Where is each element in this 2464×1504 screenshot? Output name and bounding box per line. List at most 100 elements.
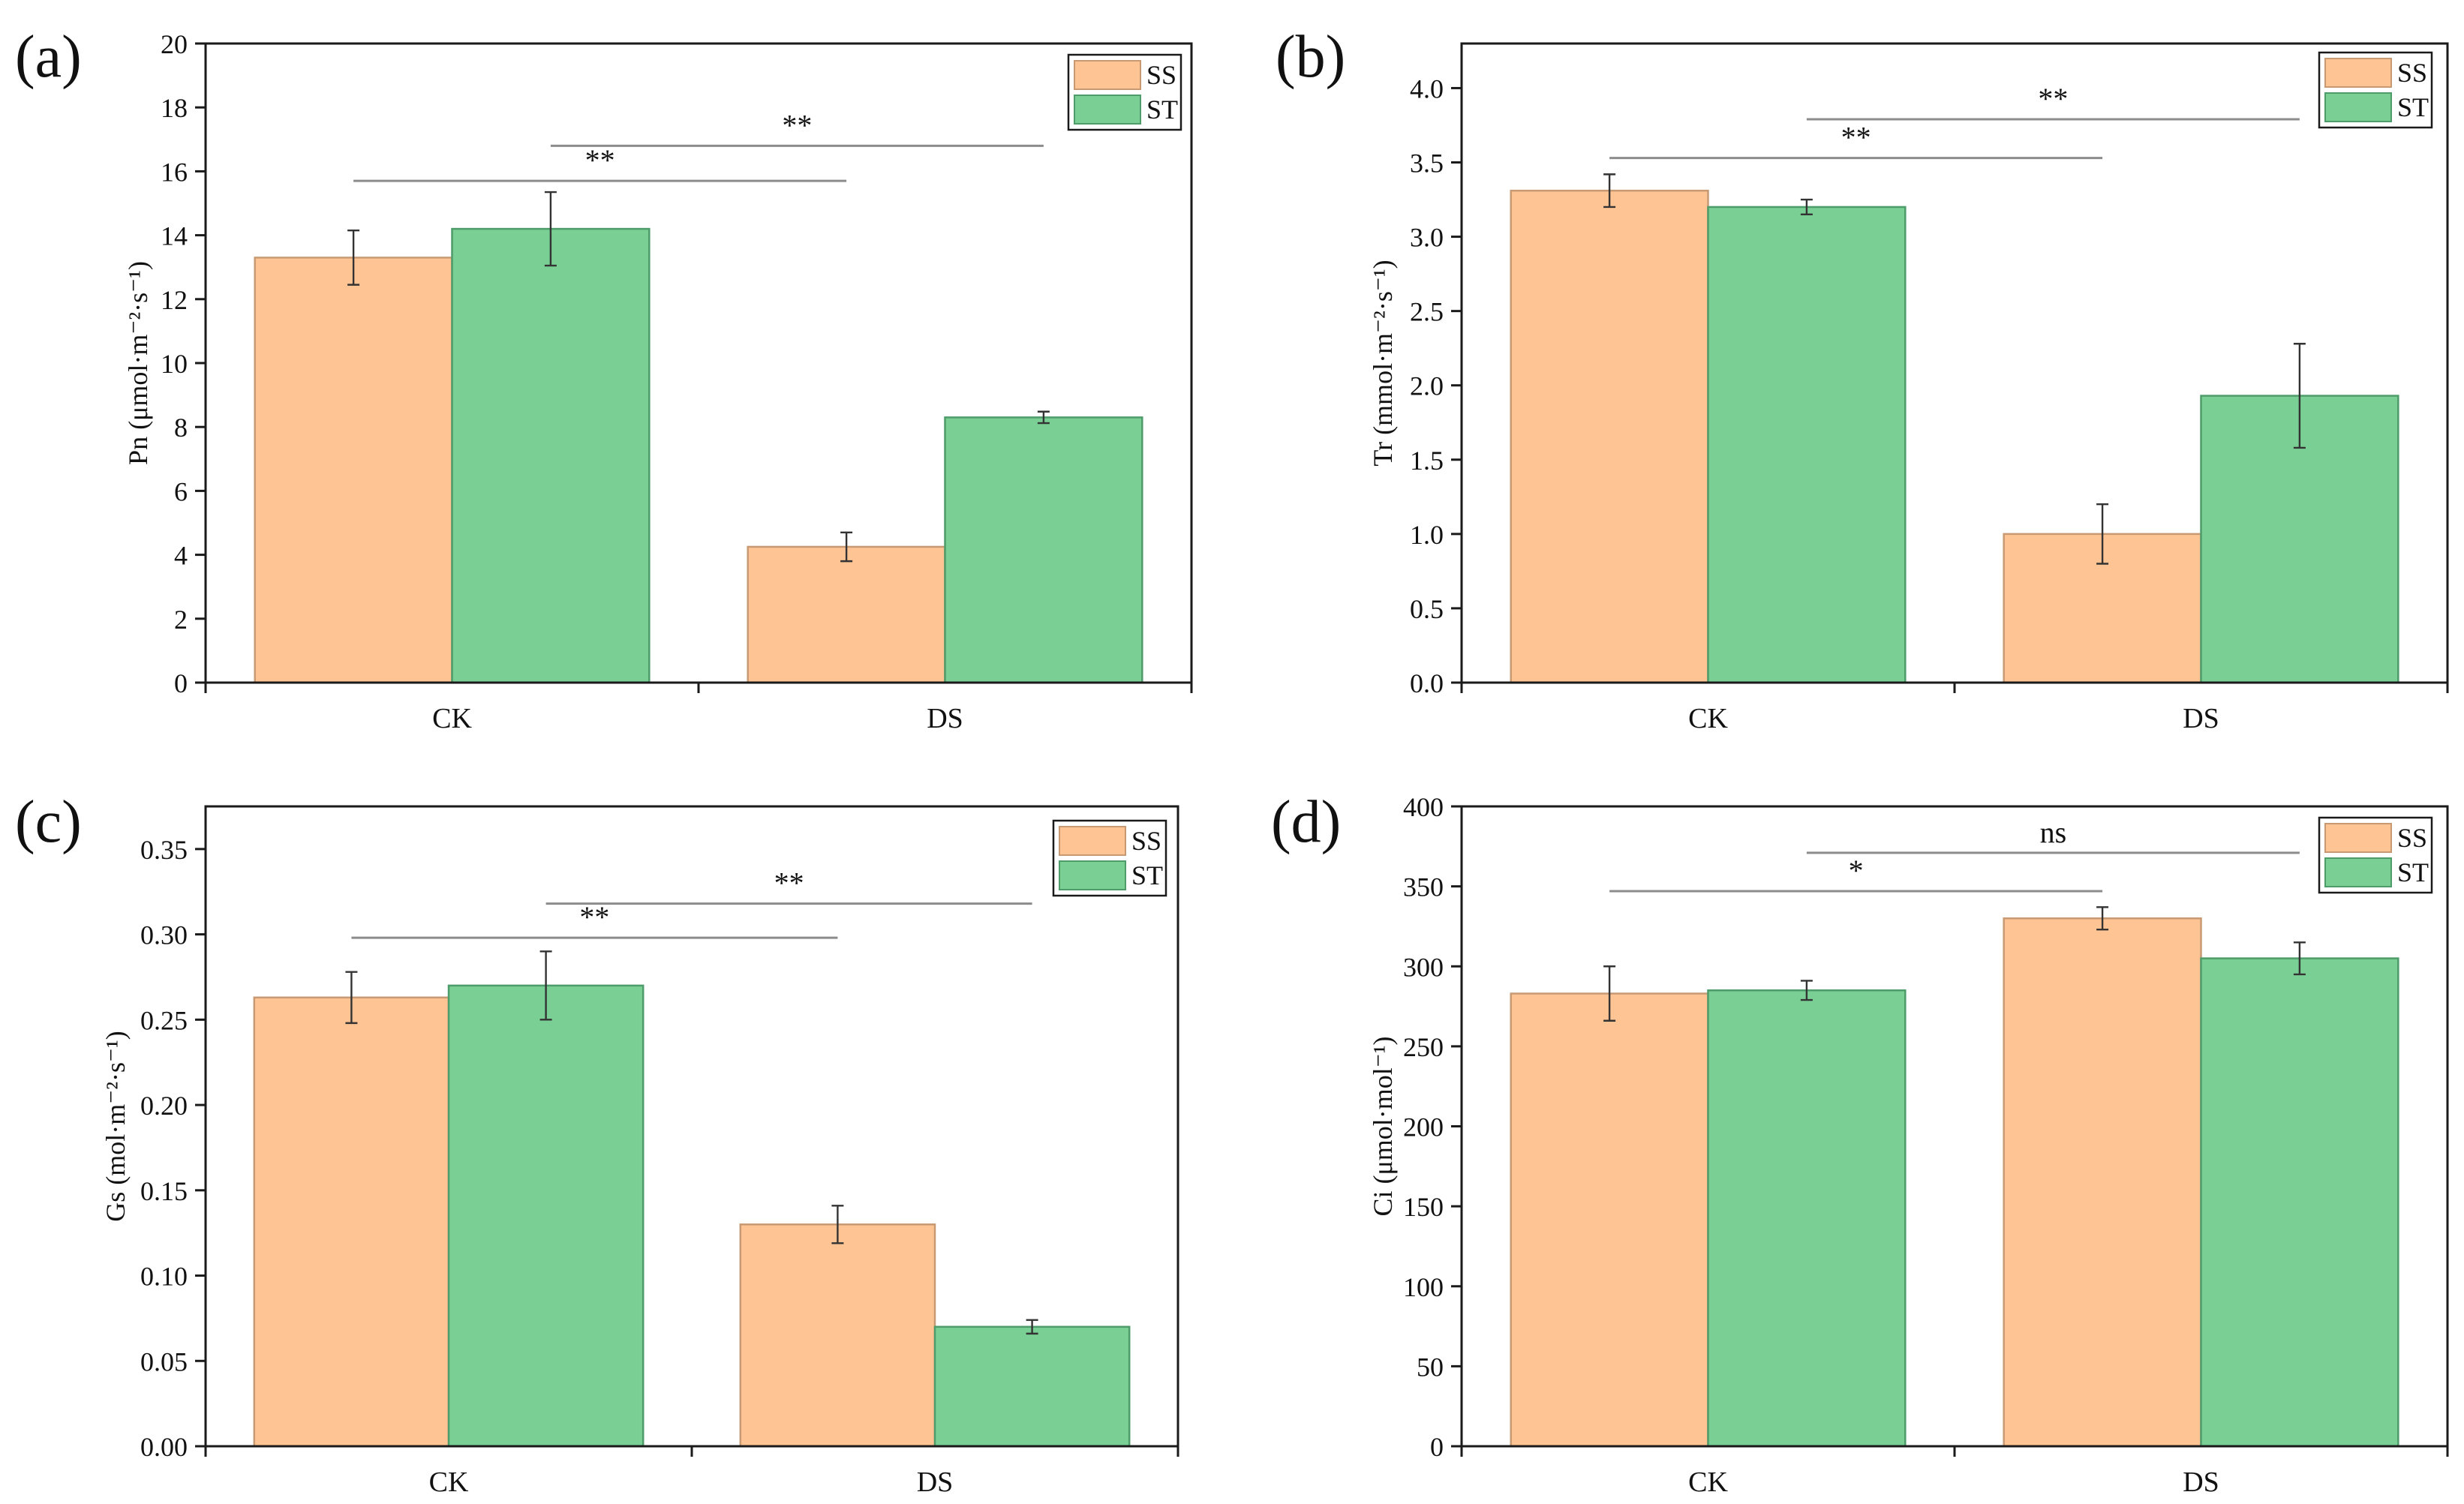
legend-swatch-st xyxy=(1059,860,1126,890)
significance-label-ss: * xyxy=(1849,854,1864,887)
y-tick-label: 14 xyxy=(161,221,188,251)
legend-label-st: ST xyxy=(1131,860,1163,890)
x-tick-label: CK xyxy=(1688,1466,1728,1498)
y-tick-label: 0 xyxy=(1430,1432,1444,1462)
y-tick-label: 2.0 xyxy=(1410,371,1444,401)
y-tick-label: 0.25 xyxy=(140,1005,188,1035)
bar-ss-ck xyxy=(254,257,453,684)
y-tick-label: 0 xyxy=(174,668,188,698)
y-tick-label: 16 xyxy=(161,157,188,187)
legend-label-ss: SS xyxy=(1131,826,1161,856)
legend: SS ST xyxy=(1067,53,1182,131)
bar-ss-ds xyxy=(747,545,946,684)
y-tick-label: 20 xyxy=(161,29,188,59)
error-bar-ss-ck xyxy=(1603,173,1616,209)
legend-label-st: ST xyxy=(2397,92,2429,122)
bar-st-ds xyxy=(944,416,1143,684)
y-axis-title: Tr (mmol·m⁻²·s⁻¹) xyxy=(1368,260,1398,466)
y-tick-label: 0.20 xyxy=(140,1091,188,1121)
legend-swatch-ss xyxy=(2324,58,2392,88)
y-tick-label: 0.05 xyxy=(140,1346,188,1376)
error-bar-st-ck xyxy=(1800,980,1813,1001)
error-bar-ss-ck xyxy=(347,230,360,286)
legend: SS ST xyxy=(2318,51,2433,129)
error-bar-st-ck xyxy=(539,950,552,1021)
y-tick-label: 250 xyxy=(1403,1032,1444,1062)
x-tick-label: DS xyxy=(2183,703,2219,734)
y-tick-label: 6 xyxy=(174,476,188,506)
legend-label-st: ST xyxy=(1146,95,1178,125)
y-tick-label: 1.0 xyxy=(1410,520,1444,550)
chart-panel-b: (b) ** ** 0.0 0.5 1.0 1.5 2.0 2.5 3.0 3.5 4.0 CK DS Tr… xyxy=(1276,24,2449,734)
y-axis-title: Ci (μmol·mol⁻¹) xyxy=(1368,1036,1398,1216)
y-tick-label: 8 xyxy=(174,413,188,443)
chart-panel-a: (a) ** ** 0 2 4 6 8 10 12 14 16 18 20 CK DS Pn (μmol·m⁻²… xyxy=(15,24,1193,734)
significance-label-ss: ** xyxy=(579,900,609,934)
error-bar-st-ds xyxy=(1026,1319,1038,1335)
significance-label-st: ** xyxy=(2038,82,2068,116)
legend: SS ST xyxy=(1052,819,1167,897)
error-bar-ss-ck xyxy=(1603,965,1616,1022)
legend-swatch-st xyxy=(2324,857,2392,887)
bar-ss-ck xyxy=(253,996,450,1448)
legend-label-ss: SS xyxy=(2397,823,2427,853)
panel-label: (b) xyxy=(1276,24,1345,90)
chart-panel-d: (d) * ns 0 50 100 150 200 250 300 350 400 CK DS Ci (μm… xyxy=(1271,789,2449,1498)
significance-label-st: ** xyxy=(774,866,804,900)
y-tick-label: 12 xyxy=(161,285,188,315)
x-tick-label: DS xyxy=(917,1466,954,1498)
x-tick-label: DS xyxy=(927,703,963,734)
significance-label-st: ** xyxy=(782,108,812,142)
panel-label: (c) xyxy=(15,789,82,855)
y-tick-label: 0.30 xyxy=(140,920,188,950)
y-tick-label: 0.10 xyxy=(140,1262,188,1292)
bar-ss-ds xyxy=(2003,917,2202,1448)
x-tick-label: CK xyxy=(432,703,472,734)
y-tick-label: 3.0 xyxy=(1410,223,1444,253)
chart-panel-c: (c) ** ** 0.00 0.05 0.10 0.15 0.20 0.25 0.30 0.35 C… xyxy=(15,789,1179,1498)
y-tick-label: 1.5 xyxy=(1410,446,1444,476)
error-bar-st-ck xyxy=(544,191,557,267)
y-tick-label: 0.5 xyxy=(1410,594,1444,624)
y-tick-label: 350 xyxy=(1403,872,1444,902)
y-tick-label: 0.00 xyxy=(140,1432,188,1462)
error-bar-st-ds xyxy=(2293,941,2306,976)
bar-ss-ck xyxy=(1510,189,1709,684)
legend: SS ST xyxy=(2318,816,2433,894)
bar-st-ck xyxy=(447,984,645,1448)
significance-label-st: ns xyxy=(2040,815,2067,849)
y-tick-label: 0.15 xyxy=(140,1176,188,1206)
y-tick-label: 2 xyxy=(174,605,188,635)
y-tick-label: 2.5 xyxy=(1410,297,1444,327)
panel-label: (d) xyxy=(1271,789,1341,855)
error-bar-st-ck xyxy=(1800,198,1813,216)
error-bar-ss-ds xyxy=(840,531,853,563)
y-tick-label: 100 xyxy=(1403,1272,1444,1302)
legend-swatch-st xyxy=(2324,92,2392,122)
y-tick-label: 4.0 xyxy=(1410,74,1444,104)
y-tick-label: 0.35 xyxy=(140,835,188,865)
bar-st-ds xyxy=(933,1325,1131,1448)
y-tick-label: 200 xyxy=(1403,1112,1444,1142)
y-axis-title: Gs (mol·m⁻²·s⁻¹) xyxy=(101,1031,131,1222)
x-tick-label: CK xyxy=(1688,703,1728,734)
bar-st-ck xyxy=(1707,206,1907,684)
error-bar-st-ds xyxy=(1037,410,1050,425)
y-tick-label: 4 xyxy=(174,541,188,571)
bar-ss-ck xyxy=(1510,992,1709,1448)
y-tick-label: 18 xyxy=(161,93,188,123)
y-tick-label: 300 xyxy=(1403,952,1444,982)
significance-label-ss: ** xyxy=(585,143,615,177)
y-tick-label: 0.0 xyxy=(1410,668,1444,698)
legend-label-ss: SS xyxy=(2397,58,2427,88)
y-tick-label: 3.5 xyxy=(1410,149,1444,179)
error-bar-ss-ds xyxy=(2096,906,2109,931)
legend-label-ss: SS xyxy=(1146,60,1176,90)
panel-label: (a) xyxy=(15,24,82,90)
x-tick-label: CK xyxy=(429,1466,469,1498)
error-bar-st-ds xyxy=(2293,343,2306,449)
y-tick-label: 150 xyxy=(1403,1192,1444,1222)
y-tick-label: 400 xyxy=(1403,792,1444,822)
error-bar-ss-ds xyxy=(831,1205,844,1244)
